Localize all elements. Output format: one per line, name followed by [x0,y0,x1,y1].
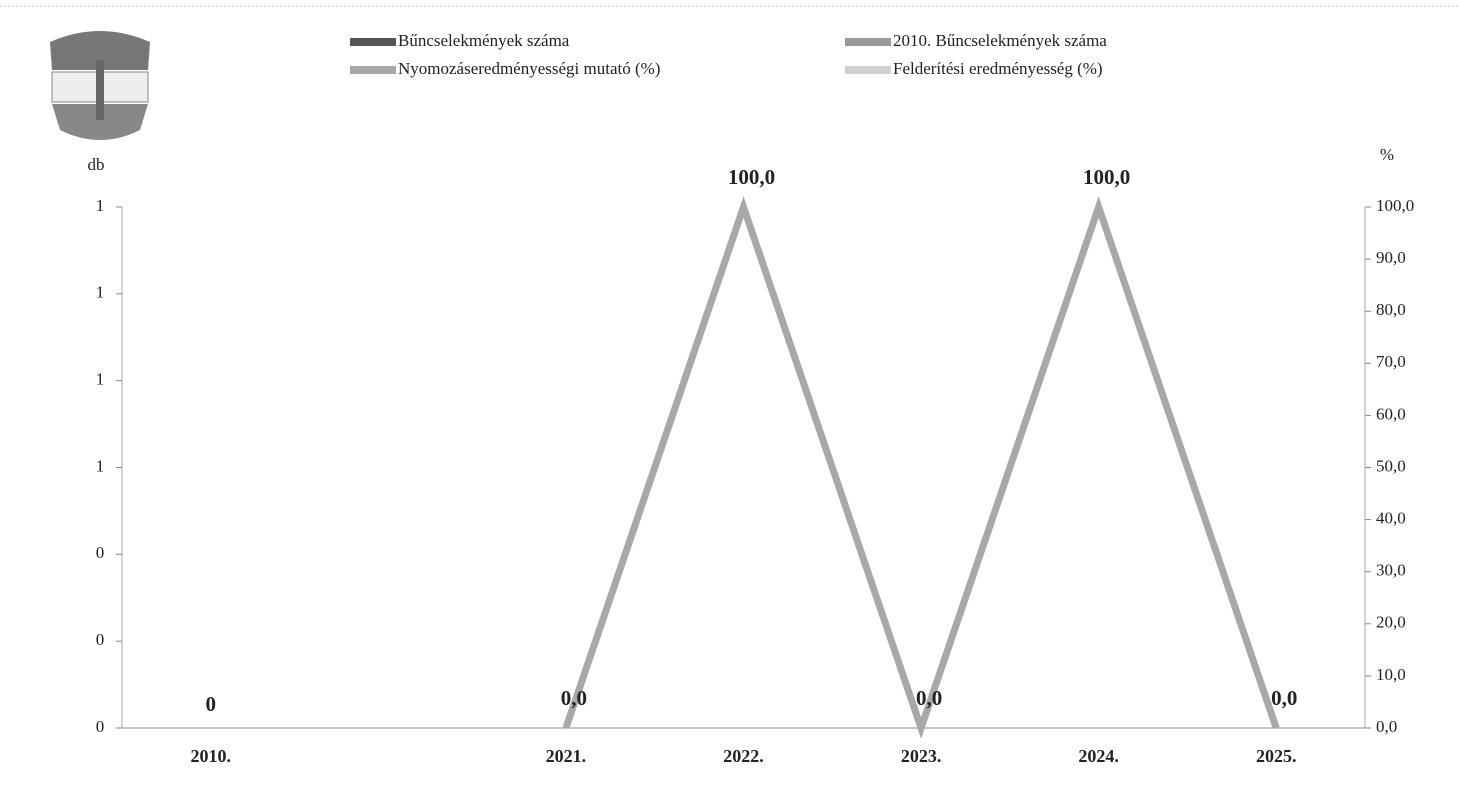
legend-swatch [350,38,396,46]
y-tick-label: 1 [96,196,105,215]
data-label: 0 [206,692,217,716]
y2-tick-label: 20,0 [1376,613,1406,632]
legend-swatch [845,66,891,74]
x-tick-label xl: 2025. [1256,746,1297,766]
legend-label: Felderítési eredményesség (%) [893,59,1103,78]
data-label: 100,0 [1083,165,1130,189]
legend-swatch [350,66,396,74]
y-tick-label: 1 [96,283,105,302]
legend-swatch [845,38,891,46]
legend-label: 2010. Bűncselekmények száma [893,31,1107,50]
x-tick-label xl: 2021. [546,746,587,766]
y2-tick-label: 60,0 [1376,404,1406,423]
y2-tick-label: 100,0 [1376,196,1414,215]
y2-tick-label: 10,0 [1376,665,1406,684]
y2-tick-label: 90,0 [1376,248,1406,267]
y2-tick-label: 40,0 [1376,509,1406,528]
x-tick-label xl: 2024. [1078,746,1119,766]
y-tick-label: 0 [96,717,105,736]
line [562,196,1280,739]
x-tick-label xl: 2022. [723,746,764,766]
y2-tick-label: 0,0 [1376,717,1397,736]
x-tick-label xl: 2023. [901,746,942,766]
data-label: 0,0 [916,686,942,710]
y2-tick-label: 80,0 [1376,300,1406,319]
legend-label: Nyomozáseredményességi mutató (%) [398,59,660,78]
logo [50,31,150,140]
data-label: 100,0 [728,165,775,189]
y2-axis-title: % [1380,145,1394,164]
y2-tick-label: 50,0 [1376,456,1406,475]
y-tick-label: 0 [96,543,105,562]
data-label: 0,0 [561,686,587,710]
y-tick-label: 1 [96,456,105,475]
y-tick-label: 1 [96,370,105,389]
x-tick-label xl: 2010. [191,746,232,766]
y-axis-title: db [88,155,105,174]
legend-label: Bűncselekmények száma [398,31,570,50]
y2-tick-label: 70,0 [1376,352,1406,371]
y-tick-label: 0 [96,630,105,649]
data-label: 0,0 [1271,686,1297,710]
y2-tick-label: 30,0 [1376,561,1406,580]
